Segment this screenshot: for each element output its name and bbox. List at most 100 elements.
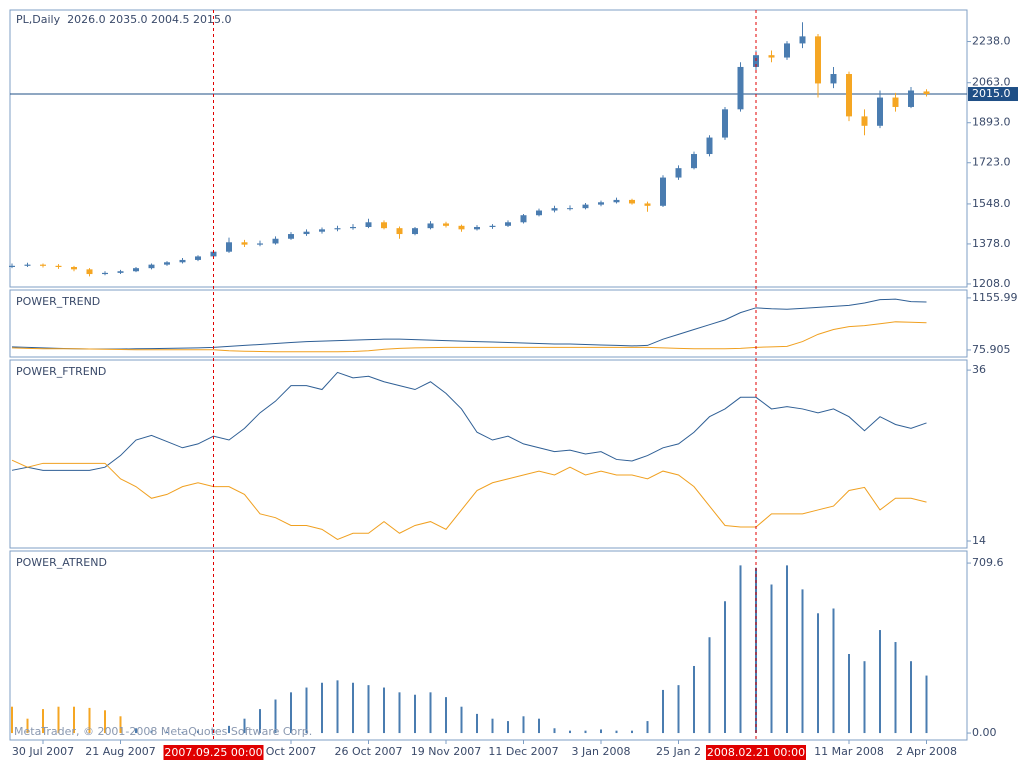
y-tick-label: 36 xyxy=(972,363,986,376)
candle-body xyxy=(505,222,511,226)
candle-body xyxy=(24,264,31,266)
candle-body xyxy=(675,168,682,178)
candle-body xyxy=(55,265,62,267)
x-tick-label: 2 Apr 2008 xyxy=(896,745,957,758)
y-tick-label: 2063.0 xyxy=(972,76,1011,89)
price-pane xyxy=(9,9,968,288)
y-tick-label: 75.905 xyxy=(972,343,1011,356)
y-tick-label: 2238.0 xyxy=(972,35,1011,48)
candle-body xyxy=(365,222,372,227)
candle-body xyxy=(319,229,325,232)
candle-body xyxy=(241,242,248,245)
indicator-line xyxy=(11,298,927,350)
indicator-line xyxy=(11,371,927,471)
candle-body xyxy=(458,225,465,230)
x-tick-label: 25 Jan 2 xyxy=(656,745,701,758)
candle-body xyxy=(582,204,589,209)
marker-box xyxy=(163,745,264,760)
candle-body xyxy=(753,55,759,67)
candle-body xyxy=(644,203,651,206)
candle-body xyxy=(195,256,201,260)
candle-body xyxy=(861,116,868,126)
candle-body xyxy=(737,66,744,110)
candle-body xyxy=(660,177,666,206)
candle-body xyxy=(474,226,480,230)
candle-body xyxy=(923,91,930,95)
candle-body xyxy=(350,226,356,229)
candle-body xyxy=(520,215,527,223)
candle-body xyxy=(334,228,341,230)
candle-body xyxy=(71,266,77,270)
candle-body xyxy=(846,74,852,117)
indicator-pane xyxy=(9,289,968,358)
indicator-line xyxy=(11,459,927,541)
x-tick-label: 30 Jul 2007 xyxy=(12,745,74,758)
y-tick-label: 14 xyxy=(972,534,986,547)
candle-body xyxy=(799,36,806,44)
candle-body xyxy=(179,259,186,263)
y-tick-label: 1723.0 xyxy=(972,156,1011,169)
x-tick-label: 21 Aug 2007 xyxy=(85,745,155,758)
candle-body xyxy=(148,264,155,269)
x-tick-label: 11 Dec 2007 xyxy=(488,745,558,758)
candle-body xyxy=(117,271,124,273)
y-tick-label: 1548.0 xyxy=(972,197,1011,210)
candle-body xyxy=(629,199,635,204)
candle-body xyxy=(102,272,108,275)
x-tick-label: 19 Nov 2007 xyxy=(411,745,481,758)
x-tick-label: 11 Mar 2008 xyxy=(814,745,884,758)
candle-body xyxy=(691,154,697,169)
watermark: MetaTrader, © 2001-2008 MetaQuotes Softw… xyxy=(14,725,312,738)
marker-box xyxy=(706,745,806,760)
candle-body xyxy=(303,231,310,235)
indicator-pane xyxy=(9,359,968,549)
candle-body xyxy=(164,262,170,265)
candle-body xyxy=(489,225,496,227)
marker-label: 2008.02.21 00:00 xyxy=(707,746,805,759)
candle-body xyxy=(412,228,418,235)
x-tick-label: Oct 2007 xyxy=(266,745,317,758)
candle-body xyxy=(722,109,728,138)
marker-label: 2007.09.25 00:00 xyxy=(164,746,262,759)
candle-body xyxy=(908,90,914,107)
candle-body xyxy=(396,228,403,235)
candle-body xyxy=(613,199,620,203)
candle-body xyxy=(768,55,775,58)
candle-body xyxy=(288,234,294,239)
candle-body xyxy=(272,238,279,244)
indicator-title: POWER_FTREND xyxy=(16,365,106,378)
candle-body xyxy=(133,268,139,272)
candle-body xyxy=(443,223,449,226)
candle-body xyxy=(381,222,387,229)
candle-body xyxy=(536,210,542,216)
candle-body xyxy=(706,137,713,155)
price-label: 2015.0 xyxy=(972,87,1011,100)
candle-body xyxy=(598,202,604,205)
candle-body xyxy=(226,242,232,252)
indicator-title: POWER_TREND xyxy=(16,295,100,308)
candle-body xyxy=(830,74,837,84)
candle-body xyxy=(892,97,899,107)
candle-body xyxy=(551,208,558,211)
candle-body xyxy=(40,264,46,266)
indicator-pane xyxy=(9,550,968,741)
chart-title: PL,Daily 2026.0 2035.0 2004.5 2015.0 xyxy=(16,13,232,26)
candle-body xyxy=(427,223,434,229)
candle-body xyxy=(257,243,263,245)
indicator-title: POWER_ATREND xyxy=(16,556,107,569)
candle-body xyxy=(784,43,790,58)
candle-body xyxy=(815,36,821,84)
price-box xyxy=(968,87,1018,102)
x-tick-label: 26 Oct 2007 xyxy=(334,745,402,758)
candle-body xyxy=(210,251,217,257)
candle-body xyxy=(877,97,883,126)
candle-body xyxy=(86,269,93,275)
y-tick-label: 709.6 xyxy=(972,556,1004,569)
x-tick-label: 3 Jan 2008 xyxy=(572,745,631,758)
y-tick-label: 1208.0 xyxy=(972,277,1011,290)
y-tick-label: 0.00 xyxy=(972,726,997,739)
indicator-line xyxy=(11,321,927,353)
y-tick-label: 1893.0 xyxy=(972,116,1011,129)
